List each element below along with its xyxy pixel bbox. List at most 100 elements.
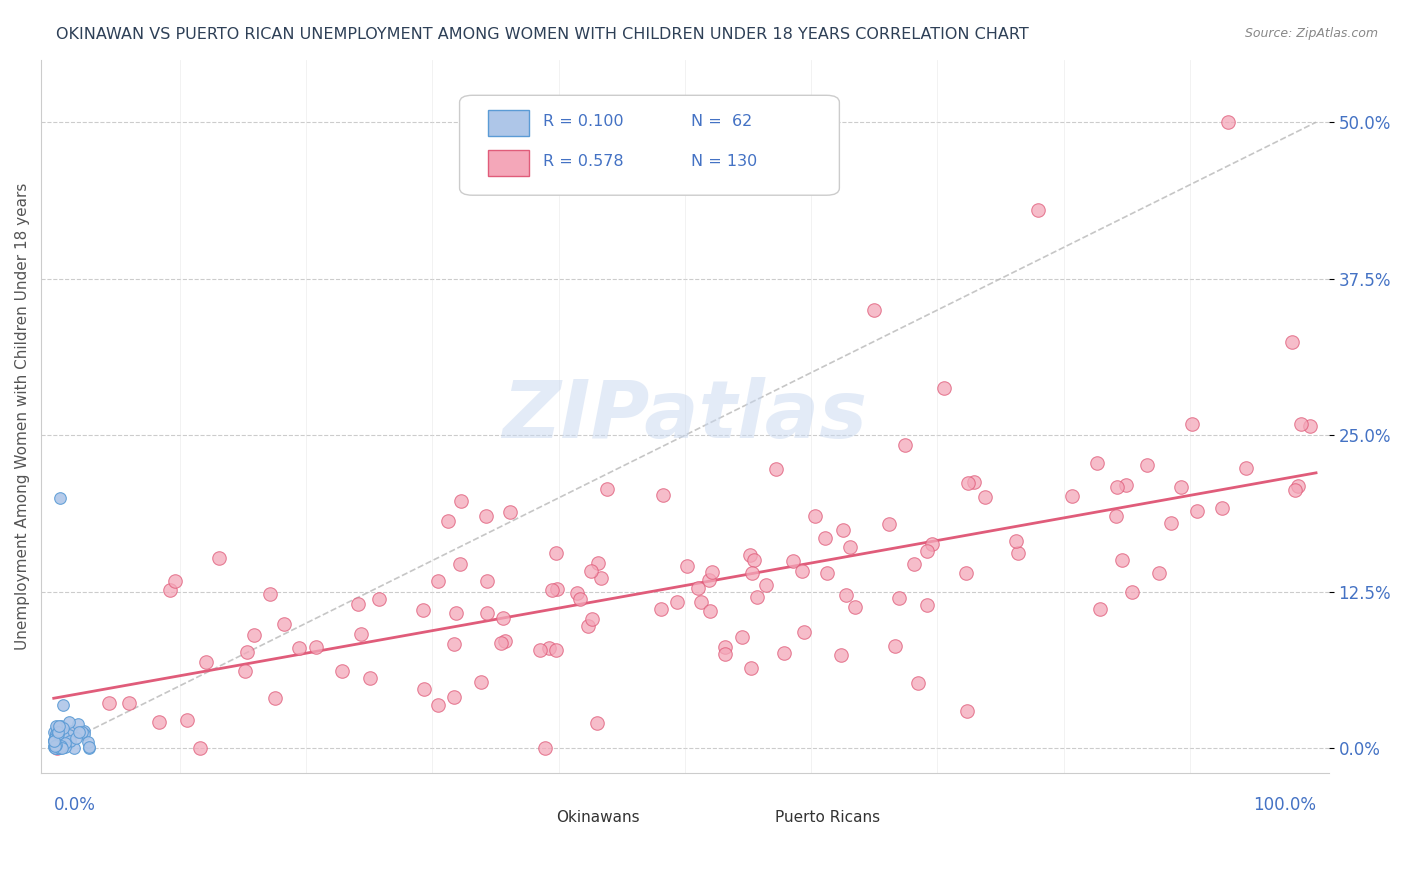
Point	[44, 725, 66, 739]
FancyBboxPatch shape	[460, 95, 839, 195]
Point	[49, 491, 72, 505]
Point	[830, 648, 852, 662]
Point	[46, 741, 69, 756]
Point	[955, 566, 977, 581]
Point	[581, 612, 603, 626]
Point	[42, 734, 65, 748]
Point	[1090, 602, 1112, 616]
Point	[44, 739, 66, 754]
Point	[470, 674, 492, 689]
Point	[44, 733, 66, 747]
Point	[52, 738, 75, 752]
Point	[921, 536, 943, 550]
Point	[44, 741, 66, 756]
Point	[427, 574, 450, 588]
Point	[1005, 533, 1028, 548]
Point	[60, 724, 83, 739]
Point	[665, 594, 688, 608]
Point	[450, 494, 472, 508]
Point	[586, 556, 609, 570]
Point	[45, 738, 67, 752]
Point	[330, 664, 353, 678]
Point	[70, 724, 93, 739]
Point	[714, 647, 737, 661]
Point	[59, 734, 82, 748]
Point	[367, 592, 389, 607]
Point	[58, 714, 80, 729]
Point	[159, 583, 181, 598]
Point	[690, 594, 713, 608]
Y-axis label: Unemployment Among Women with Children Under 18 years: Unemployment Among Women with Children U…	[15, 183, 30, 650]
Point	[52, 729, 75, 743]
Point	[738, 548, 761, 562]
Point	[1284, 483, 1306, 497]
Point	[1211, 501, 1233, 516]
Text: 0.0%: 0.0%	[53, 796, 96, 814]
Point	[700, 565, 723, 579]
Point	[529, 642, 551, 657]
Point	[45, 739, 67, 753]
Point	[546, 545, 568, 559]
Point	[839, 540, 862, 554]
Point	[1136, 458, 1159, 472]
Point	[1286, 479, 1309, 493]
Point	[581, 564, 603, 578]
Point	[863, 303, 886, 318]
Point	[804, 509, 827, 524]
Point	[443, 637, 465, 651]
Point	[1170, 480, 1192, 494]
Point	[903, 557, 925, 571]
Point	[46, 738, 69, 752]
Point	[652, 487, 675, 501]
Point	[73, 723, 96, 738]
Point	[46, 736, 69, 750]
Point	[44, 739, 66, 754]
Point	[51, 737, 73, 751]
Point	[45, 729, 67, 743]
Point	[346, 597, 368, 611]
Point	[887, 591, 910, 606]
Text: ZIPatlas: ZIPatlas	[502, 377, 868, 456]
Point	[437, 515, 460, 529]
Point	[815, 566, 838, 581]
Point	[884, 639, 907, 653]
Point	[66, 717, 89, 731]
Point	[44, 737, 66, 751]
Point	[546, 642, 568, 657]
Point	[477, 574, 499, 588]
Point	[42, 739, 65, 753]
Point	[148, 714, 170, 729]
Point	[58, 728, 80, 742]
Point	[449, 557, 471, 571]
Point	[63, 740, 86, 755]
Point	[412, 603, 434, 617]
Point	[793, 624, 815, 639]
Point	[46, 740, 69, 755]
Point	[208, 550, 231, 565]
Point	[1299, 419, 1322, 434]
Bar	[510, 809, 544, 825]
Point	[52, 731, 75, 746]
Point	[765, 461, 787, 475]
Point	[52, 698, 75, 712]
Point	[792, 564, 814, 578]
Point	[1085, 457, 1108, 471]
Point	[49, 719, 72, 733]
Point	[413, 681, 436, 696]
Point	[956, 704, 979, 718]
Point	[77, 741, 100, 756]
Point	[63, 725, 86, 739]
Point	[499, 505, 522, 519]
Point	[1147, 566, 1170, 581]
Point	[537, 640, 560, 655]
Point	[1234, 461, 1257, 475]
Point	[97, 697, 120, 711]
Point	[273, 617, 295, 632]
Text: 100.0%: 100.0%	[1253, 796, 1316, 814]
Point	[48, 740, 70, 755]
Point	[45, 728, 67, 742]
Text: N =  62: N = 62	[692, 114, 752, 129]
Point	[782, 554, 804, 568]
Point	[686, 582, 709, 596]
Point	[585, 716, 607, 731]
